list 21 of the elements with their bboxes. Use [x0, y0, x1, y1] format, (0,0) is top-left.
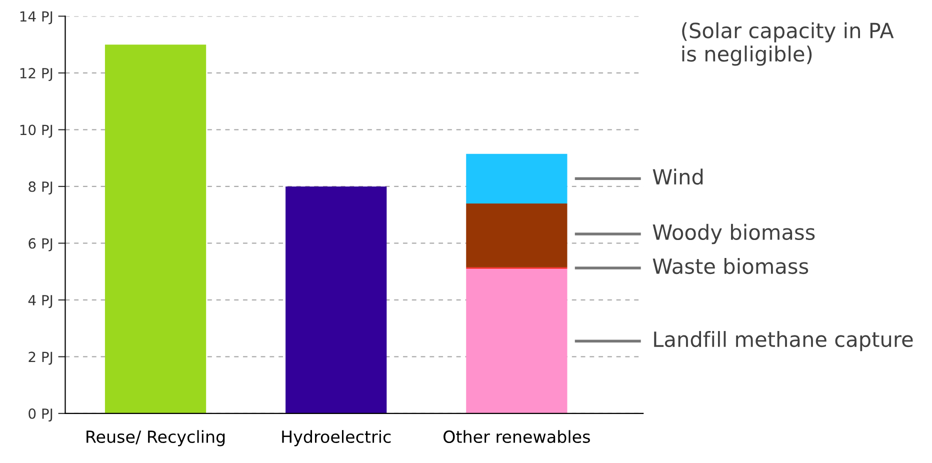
y-tick-label: 8 PJ [28, 181, 52, 195]
bar [466, 268, 568, 414]
text: Wind [652, 168, 703, 185]
text: (Solar capacity in PA is negligible) [682, 22, 894, 66]
x-tick-label: Hydroelectric [282, 430, 391, 446]
bar [466, 154, 568, 204]
y-tick-label: 0 PJ [28, 408, 52, 422]
x-tick-label: Reuse/ Recycling [86, 430, 225, 446]
y-tick-label: 12 PJ [20, 68, 52, 82]
y-tick-label: 6 PJ [28, 238, 52, 252]
y-tick-label: 10 PJ [20, 124, 52, 138]
x-tick-label: Other renewables [444, 430, 590, 444]
bar [286, 186, 387, 414]
bar [104, 44, 206, 414]
text: Waste biomass [652, 258, 808, 274]
y-tick-label: 4 PJ [28, 295, 52, 308]
y-tick-label: 2 PJ [28, 352, 52, 365]
text: Landfill methane capture [654, 331, 913, 352]
y-tick-label: 14 PJ [20, 11, 52, 24]
bar [466, 203, 568, 268]
text: Woody biomass [652, 224, 815, 244]
